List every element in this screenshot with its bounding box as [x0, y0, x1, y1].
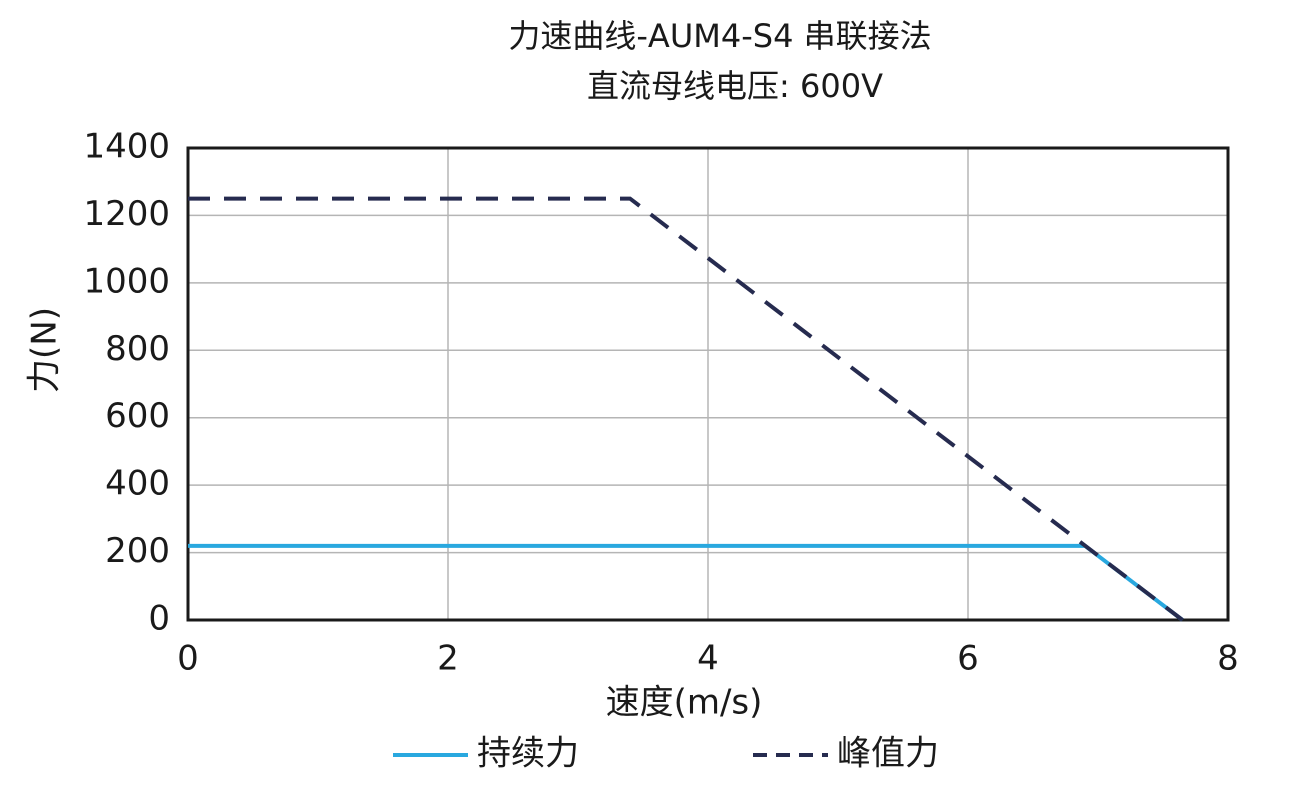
y-tick-label: 1200 — [83, 194, 170, 234]
series-line — [188, 196, 1184, 622]
y-axis-label: 力(N) — [25, 307, 65, 393]
chart-subtitle: 直流母线电压: 600V — [587, 67, 883, 105]
x-tick-label: 2 — [437, 639, 459, 679]
x-tick-label: 6 — [957, 639, 979, 679]
x-tick-label: 0 — [177, 639, 199, 679]
legend-label: 持续力 — [477, 734, 579, 774]
y-tick-label: 600 — [105, 396, 170, 436]
y-tick-label: 1000 — [83, 261, 170, 301]
y-tick-label: 1400 — [83, 127, 170, 167]
plot-frame — [186, 146, 1230, 622]
chart-title: 力速曲线-AUM4-S4 串联接法 — [508, 17, 931, 55]
y-tick-label: 0 — [148, 599, 170, 639]
x-tick-label: 8 — [1217, 639, 1239, 679]
x-tick-label: 4 — [697, 639, 719, 679]
x-axis-label: 速度(m/s) — [606, 683, 763, 723]
y-tick-label: 800 — [105, 329, 170, 369]
legend-label: 峰值力 — [837, 734, 939, 774]
series-line — [188, 543, 1184, 622]
y-tick-label: 400 — [105, 464, 170, 504]
y-tick-label: 200 — [105, 531, 170, 571]
